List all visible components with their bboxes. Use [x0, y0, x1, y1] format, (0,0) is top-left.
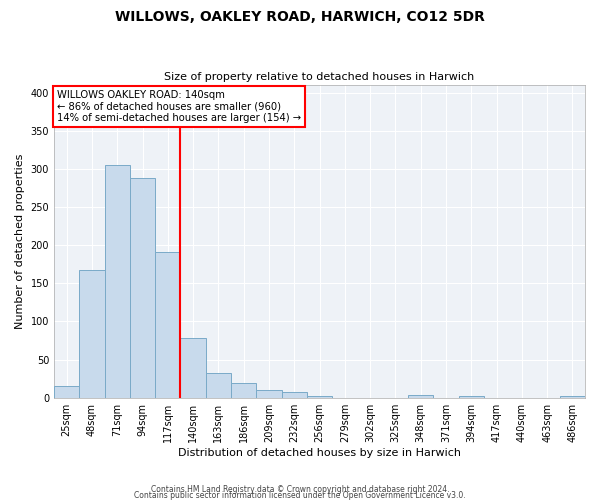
- Bar: [458, 396, 484, 398]
- X-axis label: Distribution of detached houses by size in Harwich: Distribution of detached houses by size …: [178, 448, 461, 458]
- Text: Contains public sector information licensed under the Open Government Licence v3: Contains public sector information licen…: [134, 490, 466, 500]
- Bar: [54, 386, 79, 398]
- Bar: [231, 383, 256, 398]
- Text: WILLOWS, OAKLEY ROAD, HARWICH, CO12 5DR: WILLOWS, OAKLEY ROAD, HARWICH, CO12 5DR: [115, 10, 485, 24]
- Bar: [307, 396, 332, 398]
- Bar: [206, 374, 231, 398]
- Bar: [256, 390, 281, 398]
- Text: Contains HM Land Registry data © Crown copyright and database right 2024.: Contains HM Land Registry data © Crown c…: [151, 484, 449, 494]
- Title: Size of property relative to detached houses in Harwich: Size of property relative to detached ho…: [164, 72, 475, 82]
- Bar: [281, 392, 307, 398]
- Bar: [79, 270, 104, 398]
- Text: WILLOWS OAKLEY ROAD: 140sqm
← 86% of detached houses are smaller (960)
14% of se: WILLOWS OAKLEY ROAD: 140sqm ← 86% of det…: [56, 90, 301, 123]
- Bar: [181, 338, 206, 398]
- Y-axis label: Number of detached properties: Number of detached properties: [15, 154, 25, 329]
- Bar: [130, 178, 155, 398]
- Bar: [155, 252, 181, 398]
- Bar: [408, 396, 433, 398]
- Bar: [560, 396, 585, 398]
- Bar: [104, 165, 130, 398]
